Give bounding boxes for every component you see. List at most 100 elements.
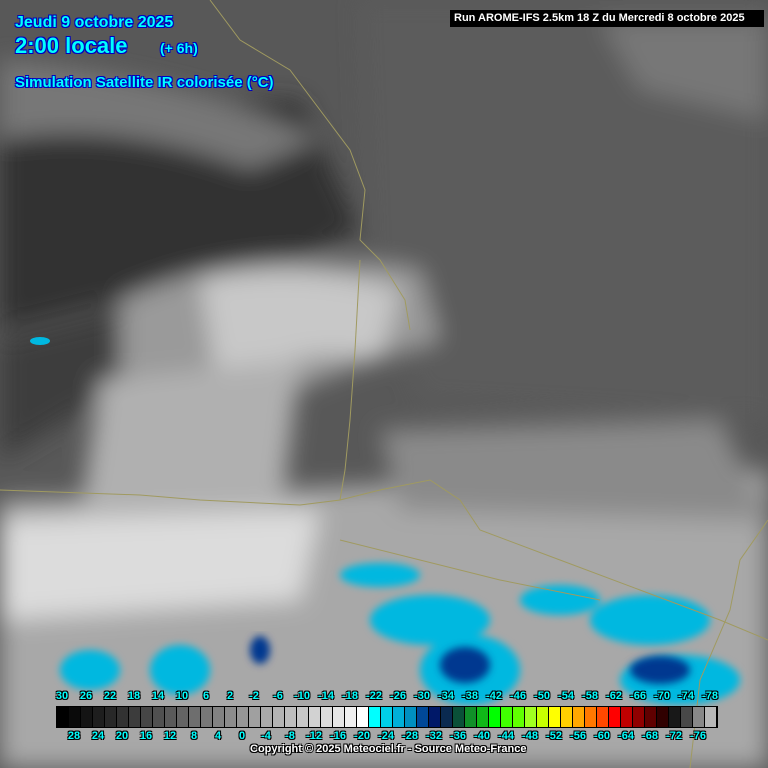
color-cell <box>357 707 369 727</box>
color-scale-bar <box>56 706 718 728</box>
legend-bottom-label: -56 <box>570 730 586 742</box>
legend-bottom-label: -32 <box>426 730 442 742</box>
color-cell <box>213 707 225 727</box>
legend-top-label: -22 <box>366 690 382 702</box>
color-cell <box>645 707 657 727</box>
legend-top-label: -78 <box>702 690 718 702</box>
legend-top-label: -10 <box>294 690 310 702</box>
color-cell <box>585 707 597 727</box>
color-cell <box>273 707 285 727</box>
color-cell <box>153 707 165 727</box>
legend-bottom-label: -36 <box>450 730 466 742</box>
color-cell <box>333 707 345 727</box>
legend-top-label: -38 <box>462 690 478 702</box>
legend-top-label: -74 <box>678 690 694 702</box>
legend-bottom-label: -68 <box>642 730 658 742</box>
legend-bottom-label: -4 <box>261 730 271 742</box>
legend-bottom-label: -8 <box>285 730 295 742</box>
legend-bottom-label: 20 <box>115 730 129 742</box>
legend-top-label: -66 <box>630 690 646 702</box>
color-cell <box>381 707 393 727</box>
color-cell <box>489 707 501 727</box>
legend-top-label: 18 <box>127 690 141 702</box>
color-cell <box>201 707 213 727</box>
color-cell <box>393 707 405 727</box>
run-info: Run AROME-IFS 2.5km 18 Z du Mercredi 8 o… <box>450 10 764 27</box>
legend-top-label: -70 <box>654 690 670 702</box>
color-cell <box>561 707 573 727</box>
legend-bottom-label: 0 <box>238 730 246 742</box>
legend-top-label: -14 <box>318 690 334 702</box>
legend-top-label: -42 <box>486 690 502 702</box>
color-cell <box>441 707 453 727</box>
color-cell <box>141 707 153 727</box>
legend-top-label: 10 <box>175 690 189 702</box>
color-cell <box>537 707 549 727</box>
legend-bottom-label: -24 <box>378 730 394 742</box>
legend-top-label: 22 <box>103 690 117 702</box>
legend-bottom-label: 24 <box>91 730 105 742</box>
color-cell <box>117 707 129 727</box>
color-cell <box>513 707 525 727</box>
color-cell <box>549 707 561 727</box>
color-cell <box>129 707 141 727</box>
color-cell <box>633 707 645 727</box>
legend-top-label: 14 <box>151 690 165 702</box>
legend-bottom-label: -76 <box>690 730 706 742</box>
color-cell <box>189 707 201 727</box>
color-cell <box>621 707 633 727</box>
legend-bottom-label: 4 <box>214 730 222 742</box>
lead-time: (+ 6h) <box>160 40 198 56</box>
legend-top-label: -58 <box>582 690 598 702</box>
legend-bottom-label: -64 <box>618 730 634 742</box>
legend-top-label: -26 <box>390 690 406 702</box>
color-cell <box>369 707 381 727</box>
color-cell <box>705 707 717 727</box>
legend-bottom-label: 12 <box>163 730 177 742</box>
legend-bottom-label: 8 <box>190 730 198 742</box>
legend-top-label: 30 <box>55 690 69 702</box>
color-cell <box>249 707 261 727</box>
color-cell <box>165 707 177 727</box>
legend-top-label: 26 <box>79 690 93 702</box>
legend-top-label: -46 <box>510 690 526 702</box>
color-cell <box>573 707 585 727</box>
color-cell <box>465 707 477 727</box>
color-cell <box>417 707 429 727</box>
legend-bottom-label: -16 <box>330 730 346 742</box>
color-cell <box>225 707 237 727</box>
legend-bottom-label: -52 <box>546 730 562 742</box>
color-cell <box>285 707 297 727</box>
color-cell <box>429 707 441 727</box>
legend-bottom-label: 16 <box>139 730 153 742</box>
color-cell <box>453 707 465 727</box>
copyright: Copyright © 2025 Meteociel.fr - Source M… <box>250 743 527 755</box>
forecast-date: Jeudi 9 octobre 2025 <box>15 14 174 31</box>
color-cell <box>681 707 693 727</box>
color-cell <box>345 707 357 727</box>
forecast-time: 2:00 locale <box>15 33 128 58</box>
color-cell <box>525 707 537 727</box>
color-cell <box>69 707 81 727</box>
legend-bottom-label: -40 <box>474 730 490 742</box>
color-cell <box>477 707 489 727</box>
color-cell <box>657 707 669 727</box>
color-cell <box>501 707 513 727</box>
color-cell <box>609 707 621 727</box>
color-cell <box>321 707 333 727</box>
legend-top-label: -30 <box>414 690 430 702</box>
legend-top-label: -18 <box>342 690 358 702</box>
color-cell <box>297 707 309 727</box>
legend-bottom-label: -28 <box>402 730 418 742</box>
legend-bottom-label: 28 <box>67 730 81 742</box>
color-cell <box>93 707 105 727</box>
legend-bottom-label: -20 <box>354 730 370 742</box>
color-cell <box>57 707 69 727</box>
legend-bottom-label: -44 <box>498 730 514 742</box>
legend-top-label: -62 <box>606 690 622 702</box>
color-cell <box>261 707 273 727</box>
legend-bottom-label: -12 <box>306 730 322 742</box>
color-cell <box>669 707 681 727</box>
color-cell <box>309 707 321 727</box>
